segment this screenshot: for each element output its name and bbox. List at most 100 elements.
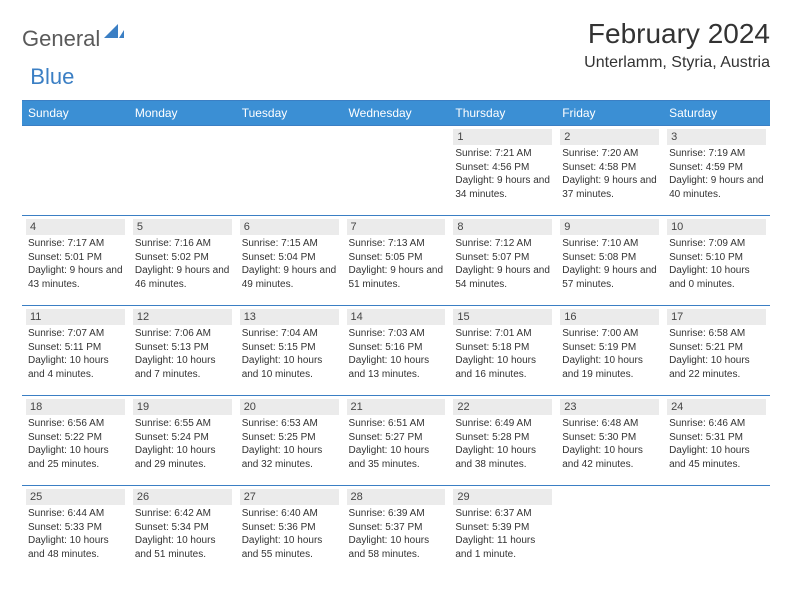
logo-text-general: General bbox=[22, 26, 100, 52]
day-cell: 6 Sunrise: 7:15 AMSunset: 5:04 PMDaylight… bbox=[236, 216, 343, 306]
day-header-friday: Friday bbox=[556, 101, 663, 126]
day-cell: 10 Sunrise: 7:09 AMSunset: 5:10 PMDayligh… bbox=[663, 216, 770, 306]
week-row: 4 Sunrise: 7:17 AMSunset: 5:01 PMDaylight… bbox=[22, 216, 770, 306]
empty-cell bbox=[343, 126, 450, 216]
day-cell: 18 Sunrise: 6:56 AMSunset: 5:22 PMDayligh… bbox=[22, 396, 129, 486]
day-number: 22 bbox=[453, 399, 552, 415]
day-cell: 7 Sunrise: 7:13 AMSunset: 5:05 PMDaylight… bbox=[343, 216, 450, 306]
day-cell: 19Sunrise: 6:55 AMSunset: 5:24 PMDayligh… bbox=[129, 396, 236, 486]
day-number: 25 bbox=[26, 489, 125, 505]
day-details: Sunrise: 7:00 AMSunset: 5:19 PMDaylight:… bbox=[560, 327, 659, 381]
day-cell: 12 Sunrise: 7:06 AMSunset: 5:13 PMDayligh… bbox=[129, 306, 236, 396]
day-details: Sunrise: 6:55 AMSunset: 5:24 PMDaylight:… bbox=[133, 417, 232, 471]
day-number: 13 bbox=[240, 309, 339, 325]
empty-cell bbox=[22, 126, 129, 216]
day-number: 20 bbox=[240, 399, 339, 415]
week-row: 25 Sunrise: 6:44 AMSunset: 5:33 PMDayligh… bbox=[22, 486, 770, 576]
day-cell: 3Sunrise: 7:19 AMSunset: 4:59 PMDaylight… bbox=[663, 126, 770, 216]
day-number: 5 bbox=[133, 219, 232, 235]
day-details: Sunrise: 7:15 AMSunset: 5:04 PMDaylight:… bbox=[240, 237, 339, 291]
week-row: 1 Sunrise: 7:21 AMSunset: 4:56 PMDaylight… bbox=[22, 126, 770, 216]
day-header-sunday: Sunday bbox=[22, 101, 129, 126]
day-number: 15 bbox=[453, 309, 552, 325]
day-details: Sunrise: 7:10 AMSunset: 5:08 PMDaylight:… bbox=[560, 237, 659, 291]
day-cell: 24 Sunrise: 6:46 AMSunset: 5:31 PMDayligh… bbox=[663, 396, 770, 486]
day-number: 23 bbox=[560, 399, 659, 415]
day-number: 17 bbox=[667, 309, 766, 325]
day-cell: 9 Sunrise: 7:10 AMSunset: 5:08 PMDaylight… bbox=[556, 216, 663, 306]
day-cell: 16 Sunrise: 7:00 AMSunset: 5:19 PMDayligh… bbox=[556, 306, 663, 396]
day-details: Sunrise: 6:46 AMSunset: 5:31 PMDaylight:… bbox=[667, 417, 766, 471]
day-details: Sunrise: 6:49 AMSunset: 5:28 PMDaylight:… bbox=[453, 417, 552, 471]
day-details: Sunrise: 6:48 AMSunset: 5:30 PMDaylight:… bbox=[560, 417, 659, 471]
day-number: 4 bbox=[26, 219, 125, 235]
day-number: 8 bbox=[453, 219, 552, 235]
day-cell: 22 Sunrise: 6:49 AMSunset: 5:28 PMDayligh… bbox=[449, 396, 556, 486]
day-details: Sunrise: 7:16 AMSunset: 5:02 PMDaylight:… bbox=[133, 237, 232, 291]
day-number: 1 bbox=[453, 129, 552, 145]
empty-cell bbox=[556, 486, 663, 576]
logo-sail-icon bbox=[104, 24, 124, 45]
calendar-body: 1 Sunrise: 7:21 AMSunset: 4:56 PMDaylight… bbox=[22, 126, 770, 576]
empty-cell bbox=[663, 486, 770, 576]
day-header-thursday: Thursday bbox=[449, 101, 556, 126]
day-details: Sunrise: 7:20 AMSunset: 4:58 PMDaylight:… bbox=[560, 147, 659, 201]
day-number: 29 bbox=[453, 489, 552, 505]
day-details: Sunrise: 6:37 AMSunset: 5:39 PMDaylight:… bbox=[453, 507, 552, 561]
day-cell: 14 Sunrise: 7:03 AMSunset: 5:16 PMDayligh… bbox=[343, 306, 450, 396]
day-details: Sunrise: 6:39 AMSunset: 5:37 PMDaylight:… bbox=[347, 507, 446, 561]
day-number: 2 bbox=[560, 129, 659, 145]
location: Unterlamm, Styria, Austria bbox=[584, 54, 770, 72]
day-cell: 4 Sunrise: 7:17 AMSunset: 5:01 PMDaylight… bbox=[22, 216, 129, 306]
day-details: Sunrise: 7:04 AMSunset: 5:15 PMDaylight:… bbox=[240, 327, 339, 381]
day-cell: 17 Sunrise: 6:58 AMSunset: 5:21 PMDayligh… bbox=[663, 306, 770, 396]
day-number: 16 bbox=[560, 309, 659, 325]
day-details: Sunrise: 7:12 AMSunset: 5:07 PMDaylight:… bbox=[453, 237, 552, 291]
day-details: Sunrise: 7:09 AMSunset: 5:10 PMDaylight:… bbox=[667, 237, 766, 291]
day-number: 26 bbox=[133, 489, 232, 505]
day-number: 21 bbox=[347, 399, 446, 415]
day-number: 28 bbox=[347, 489, 446, 505]
day-details: Sunrise: 6:58 AMSunset: 5:21 PMDaylight:… bbox=[667, 327, 766, 381]
day-number: 9 bbox=[560, 219, 659, 235]
day-details: Sunrise: 6:44 AMSunset: 5:33 PMDaylight:… bbox=[26, 507, 125, 561]
empty-cell bbox=[129, 126, 236, 216]
day-cell: 28 Sunrise: 6:39 AMSunset: 5:37 PMDayligh… bbox=[343, 486, 450, 576]
day-cell: 13 Sunrise: 7:04 AMSunset: 5:15 PMDayligh… bbox=[236, 306, 343, 396]
day-cell: 15 Sunrise: 7:01 AMSunset: 5:18 PMDayligh… bbox=[449, 306, 556, 396]
day-header-wednesday: Wednesday bbox=[343, 101, 450, 126]
day-number: 10 bbox=[667, 219, 766, 235]
day-cell: 1 Sunrise: 7:21 AMSunset: 4:56 PMDaylight… bbox=[449, 126, 556, 216]
day-number: 24 bbox=[667, 399, 766, 415]
day-cell: 23 Sunrise: 6:48 AMSunset: 5:30 PMDayligh… bbox=[556, 396, 663, 486]
day-number: 7 bbox=[347, 219, 446, 235]
month-title: February 2024 bbox=[584, 18, 770, 50]
day-details: Sunrise: 7:06 AMSunset: 5:13 PMDaylight:… bbox=[133, 327, 232, 381]
day-cell: 2 Sunrise: 7:20 AMSunset: 4:58 PMDaylight… bbox=[556, 126, 663, 216]
day-cell: 29 Sunrise: 6:37 AMSunset: 5:39 PMDayligh… bbox=[449, 486, 556, 576]
day-details: Sunrise: 7:13 AMSunset: 5:05 PMDaylight:… bbox=[347, 237, 446, 291]
day-cell: 27Sunrise: 6:40 AMSunset: 5:36 PMDayligh… bbox=[236, 486, 343, 576]
day-cell: 26 Sunrise: 6:42 AMSunset: 5:34 PMDayligh… bbox=[129, 486, 236, 576]
day-details: Sunrise: 6:51 AMSunset: 5:27 PMDaylight:… bbox=[347, 417, 446, 471]
day-number: 18 bbox=[26, 399, 125, 415]
day-header-tuesday: Tuesday bbox=[236, 101, 343, 126]
day-details: Sunrise: 7:03 AMSunset: 5:16 PMDaylight:… bbox=[347, 327, 446, 381]
day-details: Sunrise: 6:53 AMSunset: 5:25 PMDaylight:… bbox=[240, 417, 339, 471]
day-details: Sunrise: 7:17 AMSunset: 5:01 PMDaylight:… bbox=[26, 237, 125, 291]
day-details: Sunrise: 7:07 AMSunset: 5:11 PMDaylight:… bbox=[26, 327, 125, 381]
day-number: 12 bbox=[133, 309, 232, 325]
day-details: Sunrise: 7:21 AMSunset: 4:56 PMDaylight:… bbox=[453, 147, 552, 201]
calendar-table: Sunday Monday Tuesday Wednesday Thursday… bbox=[22, 100, 770, 576]
day-details: Sunrise: 6:56 AMSunset: 5:22 PMDaylight:… bbox=[26, 417, 125, 471]
title-block: February 2024 Unterlamm, Styria, Austria bbox=[584, 18, 770, 72]
day-cell: 21 Sunrise: 6:51 AMSunset: 5:27 PMDayligh… bbox=[343, 396, 450, 486]
empty-cell bbox=[236, 126, 343, 216]
day-number: 14 bbox=[347, 309, 446, 325]
day-number: 6 bbox=[240, 219, 339, 235]
day-header-row: Sunday Monday Tuesday Wednesday Thursday… bbox=[22, 101, 770, 126]
day-header-saturday: Saturday bbox=[663, 101, 770, 126]
day-number: 3 bbox=[667, 129, 766, 145]
day-details: Sunrise: 6:42 AMSunset: 5:34 PMDaylight:… bbox=[133, 507, 232, 561]
day-details: Sunrise: 7:01 AMSunset: 5:18 PMDaylight:… bbox=[453, 327, 552, 381]
